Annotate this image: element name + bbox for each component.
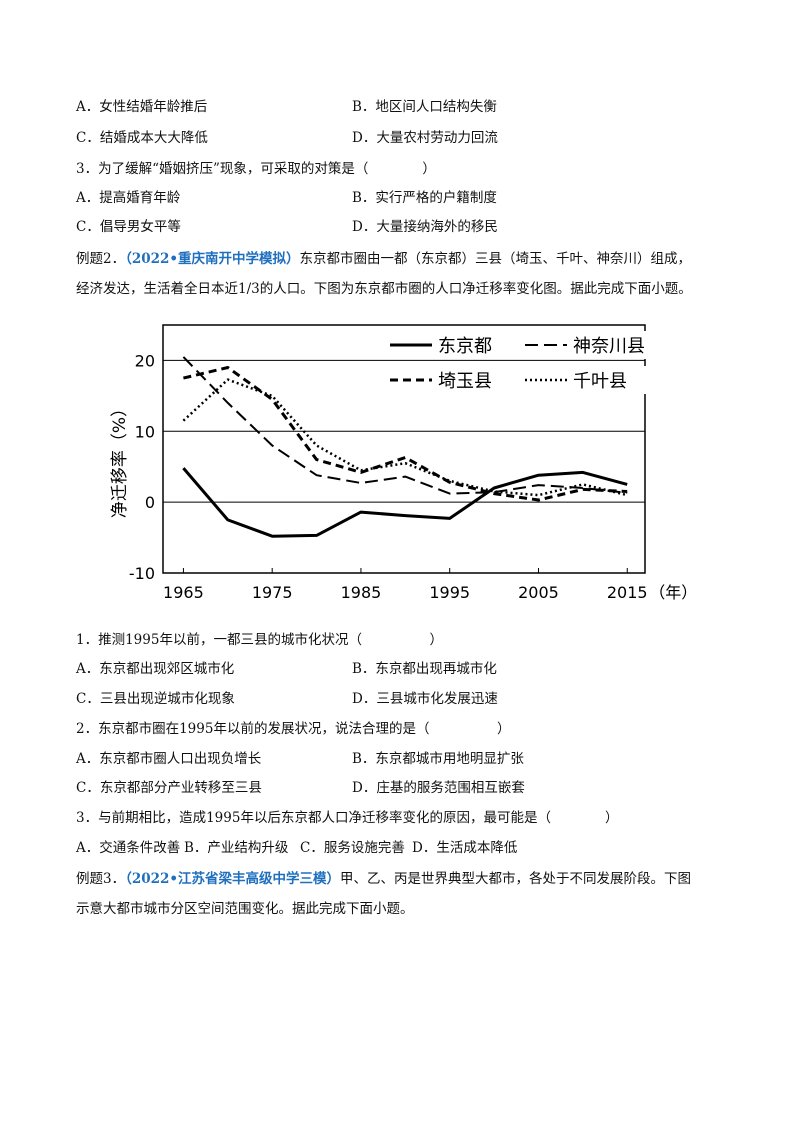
- x-axis-label: （年）: [649, 583, 697, 602]
- option: C．服务设施完善: [300, 840, 405, 856]
- option: B．产业结构升级: [184, 840, 289, 856]
- example-prefix: 例题2．: [76, 251, 126, 267]
- question: 3．与前期相比，造成1995年以后东京都人口净迁移率变化的原因，最可能是（ ）: [76, 810, 619, 826]
- x-tick-label: 1985: [341, 583, 382, 602]
- option: C．三县出现逆城市化现象: [76, 691, 235, 707]
- option: D．庄基的服务范围相互嵌套: [352, 780, 525, 796]
- option: D．生活成本降低: [412, 840, 518, 856]
- option: C．东京都部分产业转移至三县: [76, 780, 262, 796]
- example-source: （2022•江苏省梁丰高级中学三模）: [125, 871, 341, 887]
- option: C．结婚成本大大降低: [76, 130, 208, 146]
- legend-label: 神奈川县: [573, 336, 645, 357]
- question: 1．推测1995年以前，一都三县的城市化状况（ ）: [76, 632, 443, 648]
- y-axis-label: 净迁移率（%）: [110, 400, 130, 518]
- legend-bg: [521, 366, 651, 394]
- y-tick-label: 10: [135, 422, 155, 441]
- option: D．大量农村劳动力回流: [352, 130, 498, 146]
- example-prefix: 例题3．: [76, 871, 126, 887]
- example-text: 示意大都市城市分区空间范围变化。据此完成下面小题。: [76, 901, 414, 917]
- x-tick-label: 2015: [607, 583, 648, 602]
- example-text: 东京都市圈由一都（东京都）三县（埼玉、千叶、神奈川）组成，: [299, 251, 692, 267]
- series-line: [182, 467, 628, 538]
- example-text: 经济发达，生活着全日本近1/3的人口。下图为东京都市圈的人口净迁移率变化图。据此…: [76, 281, 692, 297]
- example-source: （2022•重庆南开中学模拟）: [125, 251, 300, 267]
- plot-frame: [162, 324, 646, 574]
- legend-label: 千叶县: [573, 371, 627, 392]
- y-tick-label: 20: [135, 351, 155, 370]
- option: D．三县城市化发展迅速: [352, 691, 498, 707]
- option: A．东京都市圈人口出现负增长: [76, 751, 262, 767]
- legend-label: 埼玉县: [438, 371, 492, 392]
- option: A．东京都出现郊区城市化: [76, 661, 235, 677]
- legend-bg: [521, 331, 651, 359]
- option: A．提高婚育年龄: [76, 190, 181, 206]
- series-line: [182, 378, 628, 497]
- option: B．东京都出现再城市化: [352, 661, 497, 677]
- option: B．实行严格的户籍制度: [352, 190, 497, 206]
- option: C．倡导男女平等: [76, 219, 181, 235]
- option: B．地区间人口结构失衡: [352, 99, 497, 115]
- y-tick-label: 0: [145, 493, 155, 512]
- x-tick-label: 1965: [163, 583, 204, 602]
- example-text: 甲、乙、丙是世界典型大都市，各处于不同发展阶段。下图: [340, 871, 692, 887]
- option: A．交通条件改善: [76, 840, 181, 856]
- x-tick-label: 1995: [429, 583, 470, 602]
- example-line: 例题3．（2022•江苏省梁丰高级中学三模）甲、乙、丙是世界典型大都市，各处于不…: [76, 870, 691, 888]
- example-line: 例题2．（2022•重庆南开中学模拟）东京都市圈由一都（东京都）三县（埼玉、千叶…: [76, 250, 691, 268]
- option: A．女性结婚年龄推后: [76, 99, 208, 115]
- question: 2．东京都市圈在1995年以前的发展状况，说法合理的是（ ）: [76, 721, 511, 737]
- option: D．大量接纳海外的移民: [352, 219, 498, 235]
- legend-label: 东京都: [438, 336, 492, 357]
- x-tick-label: 1975: [252, 583, 293, 602]
- question: 3．为了缓解“婚姻挤压”现象，可采取的对策是（ ）: [76, 161, 436, 177]
- y-tick-label: -10: [129, 564, 155, 583]
- x-tick-label: 2005: [518, 583, 559, 602]
- series-line: [182, 356, 628, 495]
- series-line: [183, 366, 628, 502]
- option: B．东京都城市用地明显扩张: [352, 751, 524, 767]
- chart: -10 0 10 20 1965 1975 1985 1995 2005 2015 （年） 净迁移率（…: [110, 324, 697, 602]
